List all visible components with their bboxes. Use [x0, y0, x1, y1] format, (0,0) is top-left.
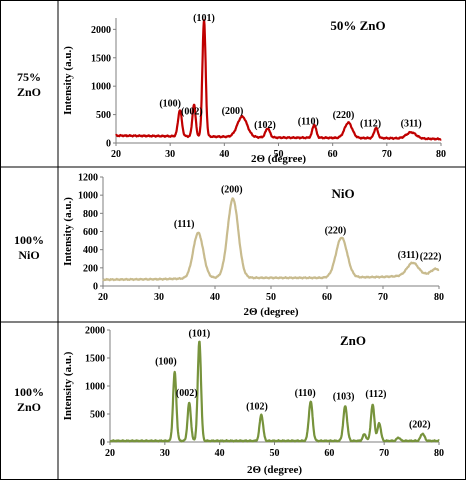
y-tick-label: 1200 [78, 173, 98, 184]
y-tick-label: 600 [83, 227, 98, 238]
x-tick-label: 50 [266, 292, 276, 303]
x-axis-label: 2Θ (degree) [247, 464, 302, 476]
x-tick-label: 20 [111, 149, 121, 160]
y-tick-label: 1000 [78, 191, 98, 202]
peak-label: (200) [221, 184, 243, 195]
peak-label: (220) [325, 225, 347, 236]
peak-label: (111) [174, 219, 195, 230]
y-tick-label: 0 [100, 438, 105, 449]
row-label-100-zno: 100% ZnO [0, 385, 58, 415]
peak-label: (112) [360, 119, 381, 130]
peak-label: (002) [176, 388, 198, 399]
peak-label: (311) [401, 119, 422, 130]
x-tick-label: 30 [154, 292, 164, 303]
peak-label: (112) [365, 389, 386, 400]
peak-label: (102) [246, 402, 268, 413]
x-tick-label: 50 [270, 448, 280, 459]
peak-label: (100) [159, 99, 181, 110]
x-axis-label: 2Θ (degree) [243, 306, 298, 318]
x-tick-label: 70 [379, 448, 389, 459]
row-label-line2: ZnO [16, 85, 41, 99]
series-line [115, 19, 442, 141]
chart-title: ZnO [340, 333, 366, 348]
row-label-line1: 100% [14, 385, 44, 399]
y-tick-label: 2000 [91, 25, 111, 36]
chart-title: 50% ZnO [330, 18, 385, 33]
y-tick-label: 1500 [91, 53, 111, 64]
x-tick-label: 20 [105, 448, 115, 459]
y-tick-label: 800 [83, 209, 98, 220]
x-tick-label: 30 [165, 149, 175, 160]
peak-label: (220) [333, 110, 355, 121]
x-tick-label: 70 [378, 292, 388, 303]
peak-label: (100) [155, 357, 177, 368]
y-axis-label: Intensity (a.u.) [62, 46, 74, 115]
x-tick-label: 70 [382, 149, 392, 160]
row-label-line1: 75% [17, 70, 41, 84]
row-label-75-zno: 75% ZnO [0, 70, 58, 100]
series-line [109, 340, 440, 443]
y-tick-label: 0 [93, 282, 98, 293]
x-tick-label: 40 [210, 292, 220, 303]
y-tick-label: 500 [96, 110, 111, 121]
y-tick-label: 1000 [85, 382, 105, 393]
y-tick-label: 1500 [85, 354, 105, 365]
peak-label: (311) [398, 250, 419, 261]
y-tick-label: 2000 [85, 326, 105, 337]
row-label-line2: ZnO [16, 400, 41, 414]
xrd-chart-zno: 0 500 1000 1500 2000 20 30 40 50 60 70 80 2Θ (degree… [62, 326, 444, 477]
chart-title: NiO [331, 186, 354, 201]
x-tick-label: 60 [324, 448, 334, 459]
peak-label: (002) [181, 107, 203, 118]
y-tick-label: 200 [83, 263, 98, 274]
x-tick-label: 20 [98, 292, 108, 303]
peak-label: (110) [298, 116, 319, 127]
x-tick-label: 40 [219, 149, 229, 160]
x-tick-label: 40 [215, 448, 225, 459]
x-tick-label: 60 [328, 149, 338, 160]
xrd-chart-50-zno: 0 500 1000 1500 2000 20 30 40 50 60 70 80 2Θ (degree… [62, 13, 446, 165]
x-tick-label: 80 [436, 149, 446, 160]
peak-label: (103) [333, 391, 355, 402]
peak-label: (222) [420, 252, 442, 263]
peak-label: (101) [189, 329, 211, 340]
peak-label: (101) [193, 13, 215, 24]
peak-label: (110) [295, 388, 316, 399]
x-tick-label: 50 [274, 149, 284, 160]
x-tick-label: 80 [434, 448, 444, 459]
row-label-100-nio: 100% NiO [0, 233, 58, 263]
peak-label: (200) [222, 106, 244, 117]
x-axis-label: 2Θ (degree) [251, 153, 306, 165]
row-label-line2: NiO [18, 248, 40, 262]
y-axis-label: Intensity (a.u.) [62, 351, 74, 420]
y-tick-label: 0 [106, 139, 111, 150]
y-tick-label: 500 [90, 410, 105, 421]
peak-label: (202) [409, 419, 431, 430]
x-tick-label: 30 [160, 448, 170, 459]
row-label-line1: 100% [14, 233, 44, 247]
y-axis-label: Intensity (a.u.) [62, 197, 74, 266]
y-tick-label: 400 [83, 245, 98, 256]
peak-label: (102) [254, 120, 276, 131]
x-tick-label: 60 [322, 292, 332, 303]
x-tick-label: 80 [434, 292, 444, 303]
xrd-chart-nio: 0 200 400 600 800 1000 1200 20 30 40 50 60 70 80 2Θ (d… [62, 173, 444, 319]
series-line [102, 197, 440, 282]
y-tick-label: 1000 [91, 82, 111, 93]
